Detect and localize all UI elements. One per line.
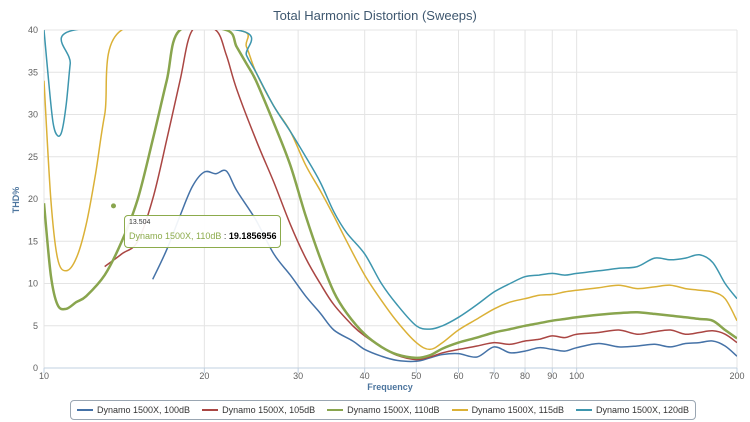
y-tick-label: 10 xyxy=(28,279,38,289)
x-tick-label: 20 xyxy=(199,371,209,381)
y-tick-label: 35 xyxy=(28,67,38,77)
y-tick-label: 25 xyxy=(28,152,38,162)
tooltip-value: 19.1856956 xyxy=(228,231,277,241)
y-tick-label: 15 xyxy=(28,236,38,246)
x-axis-title: Frequency xyxy=(367,382,413,392)
legend-swatch xyxy=(327,409,344,411)
tooltip-marker xyxy=(109,202,117,210)
legend-item-5[interactable]: Dynamo 1500X, 120dB xyxy=(575,405,690,415)
y-tick-label: 0 xyxy=(33,363,38,373)
x-tick-label: 80 xyxy=(520,371,530,381)
legend-item-1[interactable]: Dynamo 1500X, 100dB xyxy=(77,405,190,415)
series-line-2 xyxy=(104,30,737,361)
legend: Dynamo 1500X, 100dB Dynamo 1500X, 105dB Dy… xyxy=(70,400,697,420)
legend-item-3[interactable]: Dynamo 1500X, 110dB xyxy=(327,405,440,415)
legend-swatch xyxy=(202,409,219,411)
tooltip-x-value: 13.504 xyxy=(129,219,151,226)
legend-label: Dynamo 1500X, 100dB xyxy=(97,405,191,415)
chart-title: Total Harmonic Distortion (Sweeps) xyxy=(273,8,477,23)
y-tick-label: 30 xyxy=(28,110,38,120)
tooltip-separator: : xyxy=(221,231,229,241)
legend-swatch xyxy=(575,409,592,411)
axis-layer: 0 5 10 15 20 25 30 35 40 10 20 30 40 50 60 70 80 90 100 200 xyxy=(28,25,745,381)
series-line-5 xyxy=(44,30,737,330)
x-tick-label: 30 xyxy=(293,371,303,381)
x-tick-label: 90 xyxy=(547,371,557,381)
legend-label: Dynamo 1500X, 115dB xyxy=(471,405,564,415)
x-tick-label: 60 xyxy=(453,371,463,381)
x-tick-label: 200 xyxy=(729,371,744,381)
legend-label: Dynamo 1500X, 105dB xyxy=(222,405,316,415)
y-tick-label: 20 xyxy=(28,194,38,204)
x-tick-label: 100 xyxy=(569,371,584,381)
legend-label: Dynamo 1500X, 110dB xyxy=(347,405,440,415)
series-line-1 xyxy=(152,169,737,363)
x-tick-label: 10 xyxy=(39,371,49,381)
tooltip-series-name: Dynamo 1500X, 110dB xyxy=(129,231,222,241)
legend-swatch xyxy=(451,409,468,411)
legend-item-4[interactable]: Dynamo 1500X, 115dB xyxy=(451,405,564,415)
legend-swatch xyxy=(77,409,93,411)
x-tick-label: 50 xyxy=(411,371,421,381)
grid-layer xyxy=(43,29,738,369)
y-tick-label: 40 xyxy=(28,25,38,35)
y-axis-title: THD% xyxy=(11,187,21,214)
series-line-4 xyxy=(44,30,737,351)
marker-layer xyxy=(109,202,117,210)
legend-label: Dynamo 1500X, 120dB xyxy=(595,405,690,415)
legend-item-2[interactable]: Dynamo 1500X, 105dB xyxy=(202,405,315,415)
series-line-3 xyxy=(44,30,737,360)
y-tick-label: 5 xyxy=(33,321,38,331)
tooltip: 13.504 Dynamo 1500X, 110dB : 19.1856956 xyxy=(124,215,282,248)
series-layer xyxy=(44,30,737,363)
x-tick-label: 40 xyxy=(360,371,370,381)
x-tick-label: 70 xyxy=(489,371,499,381)
